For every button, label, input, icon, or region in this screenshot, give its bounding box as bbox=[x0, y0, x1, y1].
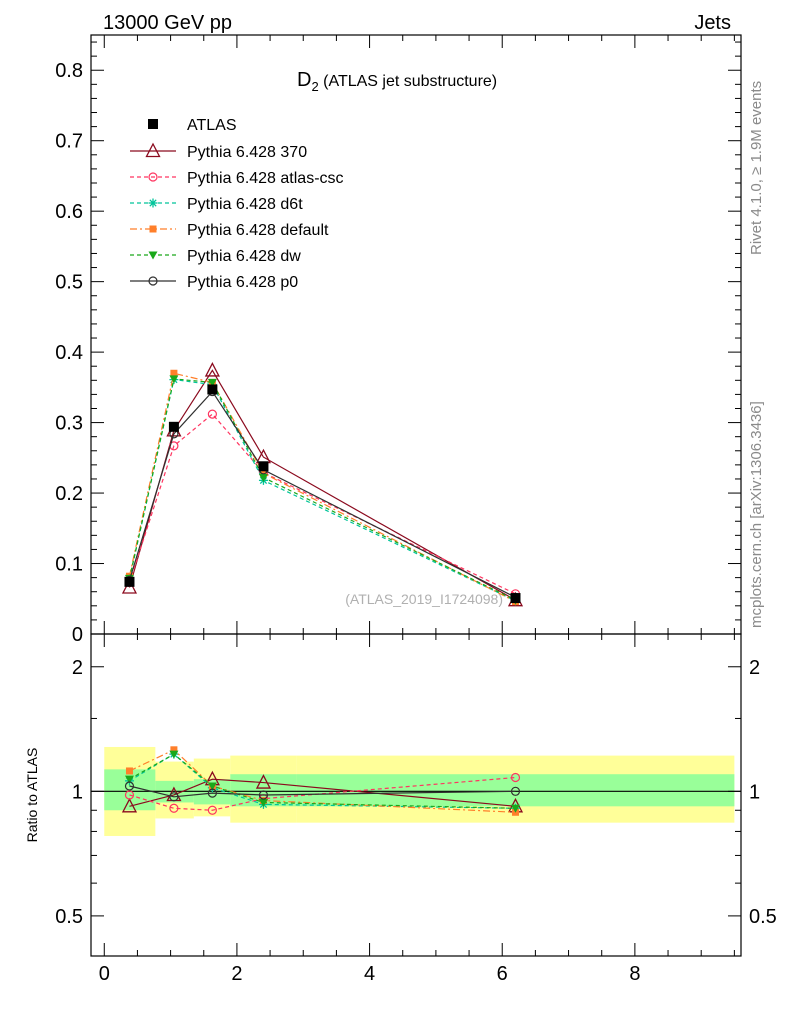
ratio-line-2 bbox=[129, 753, 516, 809]
ratio-point-1 bbox=[207, 805, 217, 815]
series-line-1 bbox=[128, 413, 516, 595]
legend-label-0: Pythia 6.428 370 bbox=[187, 144, 307, 161]
ratio-point-4 bbox=[124, 775, 134, 784]
chart-title-sub: 2 bbox=[311, 79, 318, 94]
ratio-point-5 bbox=[124, 781, 135, 791]
series-point-1 bbox=[207, 409, 217, 419]
ratio-band-inner bbox=[296, 774, 735, 807]
analysis-watermark: (ATLAS_2019_I1724098) bbox=[345, 591, 503, 607]
series-line-3 bbox=[128, 372, 516, 603]
ratio-line-0 bbox=[129, 778, 516, 807]
series-point-3 bbox=[170, 369, 178, 377]
ratio-point-4 bbox=[207, 782, 217, 791]
chart-title-rest: (ATLAS jet substructure) bbox=[319, 73, 497, 90]
legend-label-2: Pythia 6.428 d6t bbox=[187, 196, 303, 213]
legend-marker-1 bbox=[148, 172, 158, 182]
legend-marker-0 bbox=[145, 142, 161, 158]
mcplots-label: mcplots.cern.ch [arXiv:1306.3436] bbox=[748, 401, 765, 628]
series-point-4 bbox=[169, 375, 179, 384]
main-ytick-label: 0.6 bbox=[55, 201, 83, 223]
series-line-4 bbox=[128, 378, 516, 601]
ratio-point-5 bbox=[510, 786, 521, 796]
legend-marker-4 bbox=[148, 251, 158, 260]
ratio-ytick-label-right: 2 bbox=[749, 657, 760, 679]
ratio-point-5 bbox=[169, 792, 179, 802]
data-point bbox=[168, 421, 179, 432]
legend: ATLAS Pythia 6.428 370 Pythia 6.428 atlas-… bbox=[130, 117, 344, 291]
ratio-ytick-label-left: 2 bbox=[72, 657, 83, 679]
ratio-line-5 bbox=[129, 785, 516, 798]
main-ytick-label: 0.3 bbox=[55, 413, 83, 435]
legend-label-1: Pythia 6.428 atlas-csc bbox=[187, 170, 344, 187]
rivet-label: Rivet 4.1.0, ≥ 1.9M events bbox=[748, 81, 765, 255]
main-ytick-zero: 0 bbox=[72, 624, 83, 646]
ratio-point-0 bbox=[255, 774, 272, 789]
ratio-point-4 bbox=[510, 804, 520, 813]
chart-title: D2 (ATLAS jet substructure) bbox=[297, 69, 497, 94]
xtick-label: 2 bbox=[231, 963, 242, 985]
ratio-point-4 bbox=[169, 750, 179, 759]
ratio-ytick-label-right: 0.5 bbox=[749, 906, 777, 928]
legend-marker-3 bbox=[149, 225, 157, 233]
legend-label-4: Pythia 6.428 dw bbox=[187, 248, 301, 265]
header-left: 13000 GeV pp bbox=[103, 12, 232, 34]
xtick-label: 4 bbox=[364, 963, 375, 985]
ratio-point-1 bbox=[169, 803, 179, 813]
main-ytick-label: 0.5 bbox=[55, 272, 83, 294]
xtick-label: 0 bbox=[99, 963, 110, 985]
legend-label-5: Pythia 6.428 p0 bbox=[187, 274, 298, 291]
ratio-series-layer bbox=[121, 746, 524, 816]
ratio-line-1 bbox=[129, 776, 516, 811]
series-point-0 bbox=[204, 362, 220, 377]
ratio-point-5 bbox=[258, 790, 269, 800]
legend-marker-5 bbox=[148, 276, 158, 286]
legend-marker-2 bbox=[148, 198, 158, 208]
ratio-ytick-label-left: 0.5 bbox=[55, 906, 83, 928]
legend-marker-data bbox=[148, 119, 158, 129]
ratio-point-3 bbox=[170, 746, 178, 754]
ratio-point-5 bbox=[207, 788, 217, 798]
ratio-ytick-label-right: 1 bbox=[749, 781, 760, 803]
ratio-point-3 bbox=[125, 767, 133, 775]
data-point bbox=[258, 461, 269, 472]
ratio-point-4 bbox=[258, 798, 268, 807]
x-axis: 0 2 4 6 8 bbox=[99, 35, 735, 985]
chart-title-main: D bbox=[297, 69, 311, 91]
ratio-ylabel: Ratio to ATLAS bbox=[24, 748, 40, 843]
main-ytick-label: 0.7 bbox=[55, 131, 83, 153]
legend-label-3: Pythia 6.428 default bbox=[187, 222, 329, 239]
legend-label-data: ATLAS bbox=[187, 117, 237, 134]
ratio-panel-ticks: 0.5 0.5 1 1 2 2 bbox=[55, 657, 777, 928]
ratio-point-0 bbox=[121, 797, 138, 813]
xtick-label: 6 bbox=[497, 963, 508, 985]
ratio-line-3 bbox=[129, 749, 516, 813]
ratio-ytick-label-left: 1 bbox=[72, 781, 83, 803]
main-ytick-label: 0.4 bbox=[55, 342, 83, 364]
series-point-4 bbox=[207, 378, 217, 387]
xtick-label: 8 bbox=[629, 963, 640, 985]
data-point bbox=[207, 384, 218, 395]
ratio-point-1 bbox=[124, 790, 135, 800]
data-point bbox=[124, 576, 135, 587]
main-ytick-label: 0.2 bbox=[55, 483, 83, 505]
main-ytick-label: 0.1 bbox=[55, 554, 83, 576]
main-series-layer bbox=[121, 362, 524, 607]
ratio-point-1 bbox=[510, 772, 521, 783]
series-point-4 bbox=[258, 474, 268, 483]
main-ytick-label: 0.8 bbox=[55, 60, 83, 82]
main-panel-ticks: 0.1 0.2 0.3 0.4 0.5 0.6 0.7 0.8 0 bbox=[55, 41, 741, 646]
data-point bbox=[510, 593, 521, 604]
ratio-panel-frame bbox=[90, 633, 742, 957]
header-right: Jets bbox=[694, 12, 731, 34]
